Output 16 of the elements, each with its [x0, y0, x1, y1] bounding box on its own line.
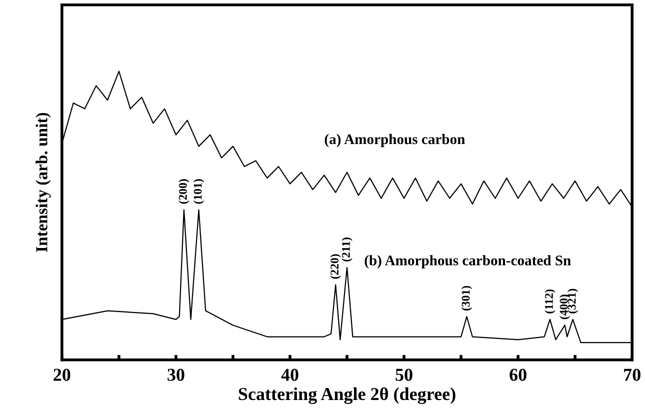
x-tick-label: 30	[168, 368, 184, 381]
annotation: (200)	[178, 179, 190, 204]
y-axis-title: Intensity (arb. unit)	[36, 112, 51, 252]
annotation: (220)	[330, 254, 341, 279]
x-axis-title: Scattering Angle 2θ (degree)	[238, 387, 456, 404]
series-label: (b) Amorphous carbon-coated Sn	[364, 255, 571, 268]
x-tick-label: 70	[624, 368, 640, 381]
annotation: (301)	[461, 286, 472, 310]
annotation: (112)	[544, 289, 556, 314]
annotation: (211)	[342, 238, 352, 262]
x-tick-label: 20	[54, 368, 70, 381]
series-label: (a) Amorphous carbon	[324, 134, 465, 148]
x-tick-label: 40	[281, 368, 298, 381]
annotation: (101)	[193, 179, 204, 204]
x-tick-label: 50	[396, 368, 412, 381]
x-tick-label: 60	[510, 368, 526, 381]
